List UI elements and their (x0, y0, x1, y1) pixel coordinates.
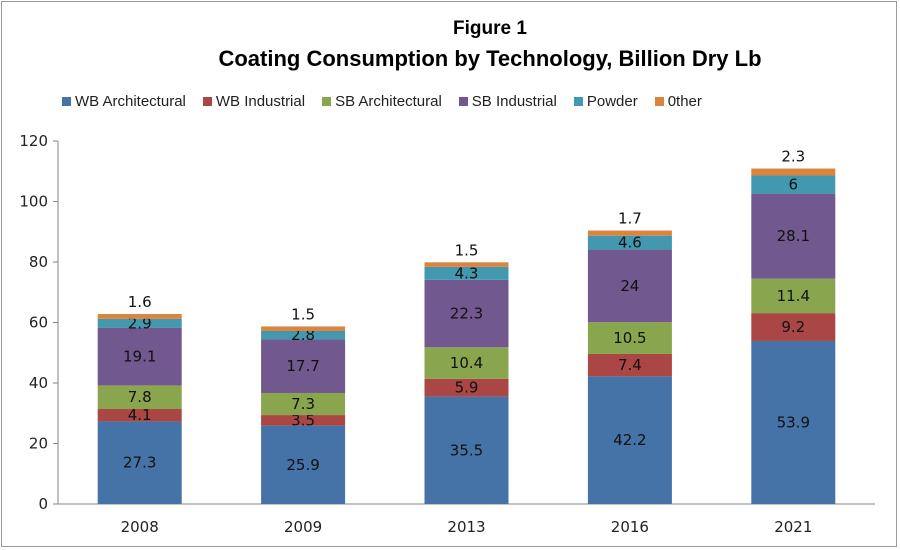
bar-segment (261, 339, 346, 393)
bar-segment (97, 421, 182, 504)
data-label: 10.4 (450, 354, 483, 372)
bar-segment (261, 326, 346, 331)
bar-segment (97, 327, 182, 386)
bar-segment (261, 415, 346, 426)
bar-segment (97, 385, 182, 410)
bar-segment (587, 230, 672, 236)
legend-item: WB Industrial (202, 93, 306, 110)
legend-label: SB Architectural (335, 93, 442, 110)
bar-segment (587, 249, 672, 323)
data-label: 28.1 (777, 227, 810, 245)
legend-item: WB Architectural (62, 93, 186, 110)
bar-segment (97, 318, 182, 328)
data-label: 1.5 (291, 305, 315, 323)
legend-item: 0ther (654, 93, 702, 110)
legend: WB Architectural WB Industrial SB Architec… (62, 93, 702, 110)
legend-item: Powder (573, 93, 638, 110)
data-label: 9.2 (781, 318, 805, 336)
x-tick-label: 2016 (611, 518, 649, 536)
data-label: 4.6 (618, 234, 642, 252)
bar-segment (261, 425, 346, 504)
y-tick-label: 100 (19, 193, 48, 211)
y-tick-label: 40 (29, 374, 48, 392)
legend-label: WB Industrial (215, 93, 306, 110)
bar-segment (587, 353, 672, 377)
bar-segment (751, 168, 836, 176)
y-tick-label: 0 (38, 495, 48, 513)
chart-supertitle: Figure 1 (453, 18, 527, 39)
bar-segment (424, 378, 509, 397)
legend-swatch (202, 97, 212, 106)
data-label: 17.7 (286, 357, 319, 375)
chart-title: Coating Consumption by Technology, Billi… (218, 46, 762, 71)
bar-segment (587, 322, 672, 354)
bar-segment (751, 340, 836, 504)
data-label: 42.2 (613, 431, 646, 449)
data-label: 5.9 (455, 379, 479, 397)
y-tick-label: 80 (29, 253, 48, 271)
legend-swatch (654, 97, 664, 106)
bar-segment (261, 392, 346, 416)
bar-segment (424, 347, 509, 379)
bar-segment (424, 279, 509, 348)
legend-swatch (322, 97, 332, 106)
bar-segment (97, 409, 182, 422)
legend-item: SB Architectural (322, 93, 442, 110)
data-label: 2.3 (781, 148, 805, 166)
data-label: 35.5 (450, 441, 483, 459)
bar-segment (751, 313, 836, 341)
data-label: 1.6 (128, 293, 152, 311)
legend-item: SB Industrial (458, 93, 557, 110)
data-label: 1.7 (618, 210, 642, 228)
x-tick-label: 2008 (121, 518, 159, 536)
bar-segment (587, 376, 672, 504)
bar-segment (424, 262, 509, 267)
bar-segment (751, 193, 836, 279)
bar-segment (97, 314, 182, 319)
bar-segment (587, 235, 672, 250)
data-label: 7.3 (291, 395, 315, 413)
data-label: 4.1 (128, 406, 152, 424)
data-label: 24 (620, 277, 639, 295)
bar-segment (424, 266, 509, 280)
data-label: 4.3 (455, 264, 479, 282)
data-label: 1.5 (455, 241, 479, 259)
y-tick-label: 60 (29, 314, 48, 332)
data-label: 11.4 (777, 287, 810, 305)
data-label: 19.1 (123, 348, 156, 366)
x-tick-label: 2021 (774, 518, 812, 536)
bar-segment (751, 278, 836, 314)
x-tick-label: 2009 (284, 518, 322, 536)
data-label: 6 (789, 176, 799, 194)
data-label: 27.3 (123, 454, 156, 472)
data-label: 7.8 (128, 388, 152, 406)
y-tick-label: 120 (19, 132, 48, 150)
data-label: 53.9 (777, 413, 810, 431)
x-tick-label: 2013 (447, 518, 485, 536)
legend-swatch (458, 97, 468, 106)
y-tick-label: 20 (29, 435, 48, 453)
legend-swatch (62, 97, 71, 106)
legend-label: SB Industrial (471, 93, 557, 110)
legend-swatch (573, 97, 583, 106)
legend-label: WB Architectural (75, 93, 186, 110)
data-label: 22.3 (450, 305, 483, 323)
data-label: 3.5 (291, 411, 315, 429)
bar-segment (261, 330, 346, 340)
bar-segment (751, 175, 836, 194)
bar-segment (424, 396, 509, 504)
legend-label: Powder (586, 93, 638, 110)
data-label: 7.4 (618, 356, 642, 374)
data-label: 10.5 (613, 329, 646, 347)
legend-label: 0ther (667, 93, 702, 110)
data-label: 25.9 (286, 456, 319, 474)
